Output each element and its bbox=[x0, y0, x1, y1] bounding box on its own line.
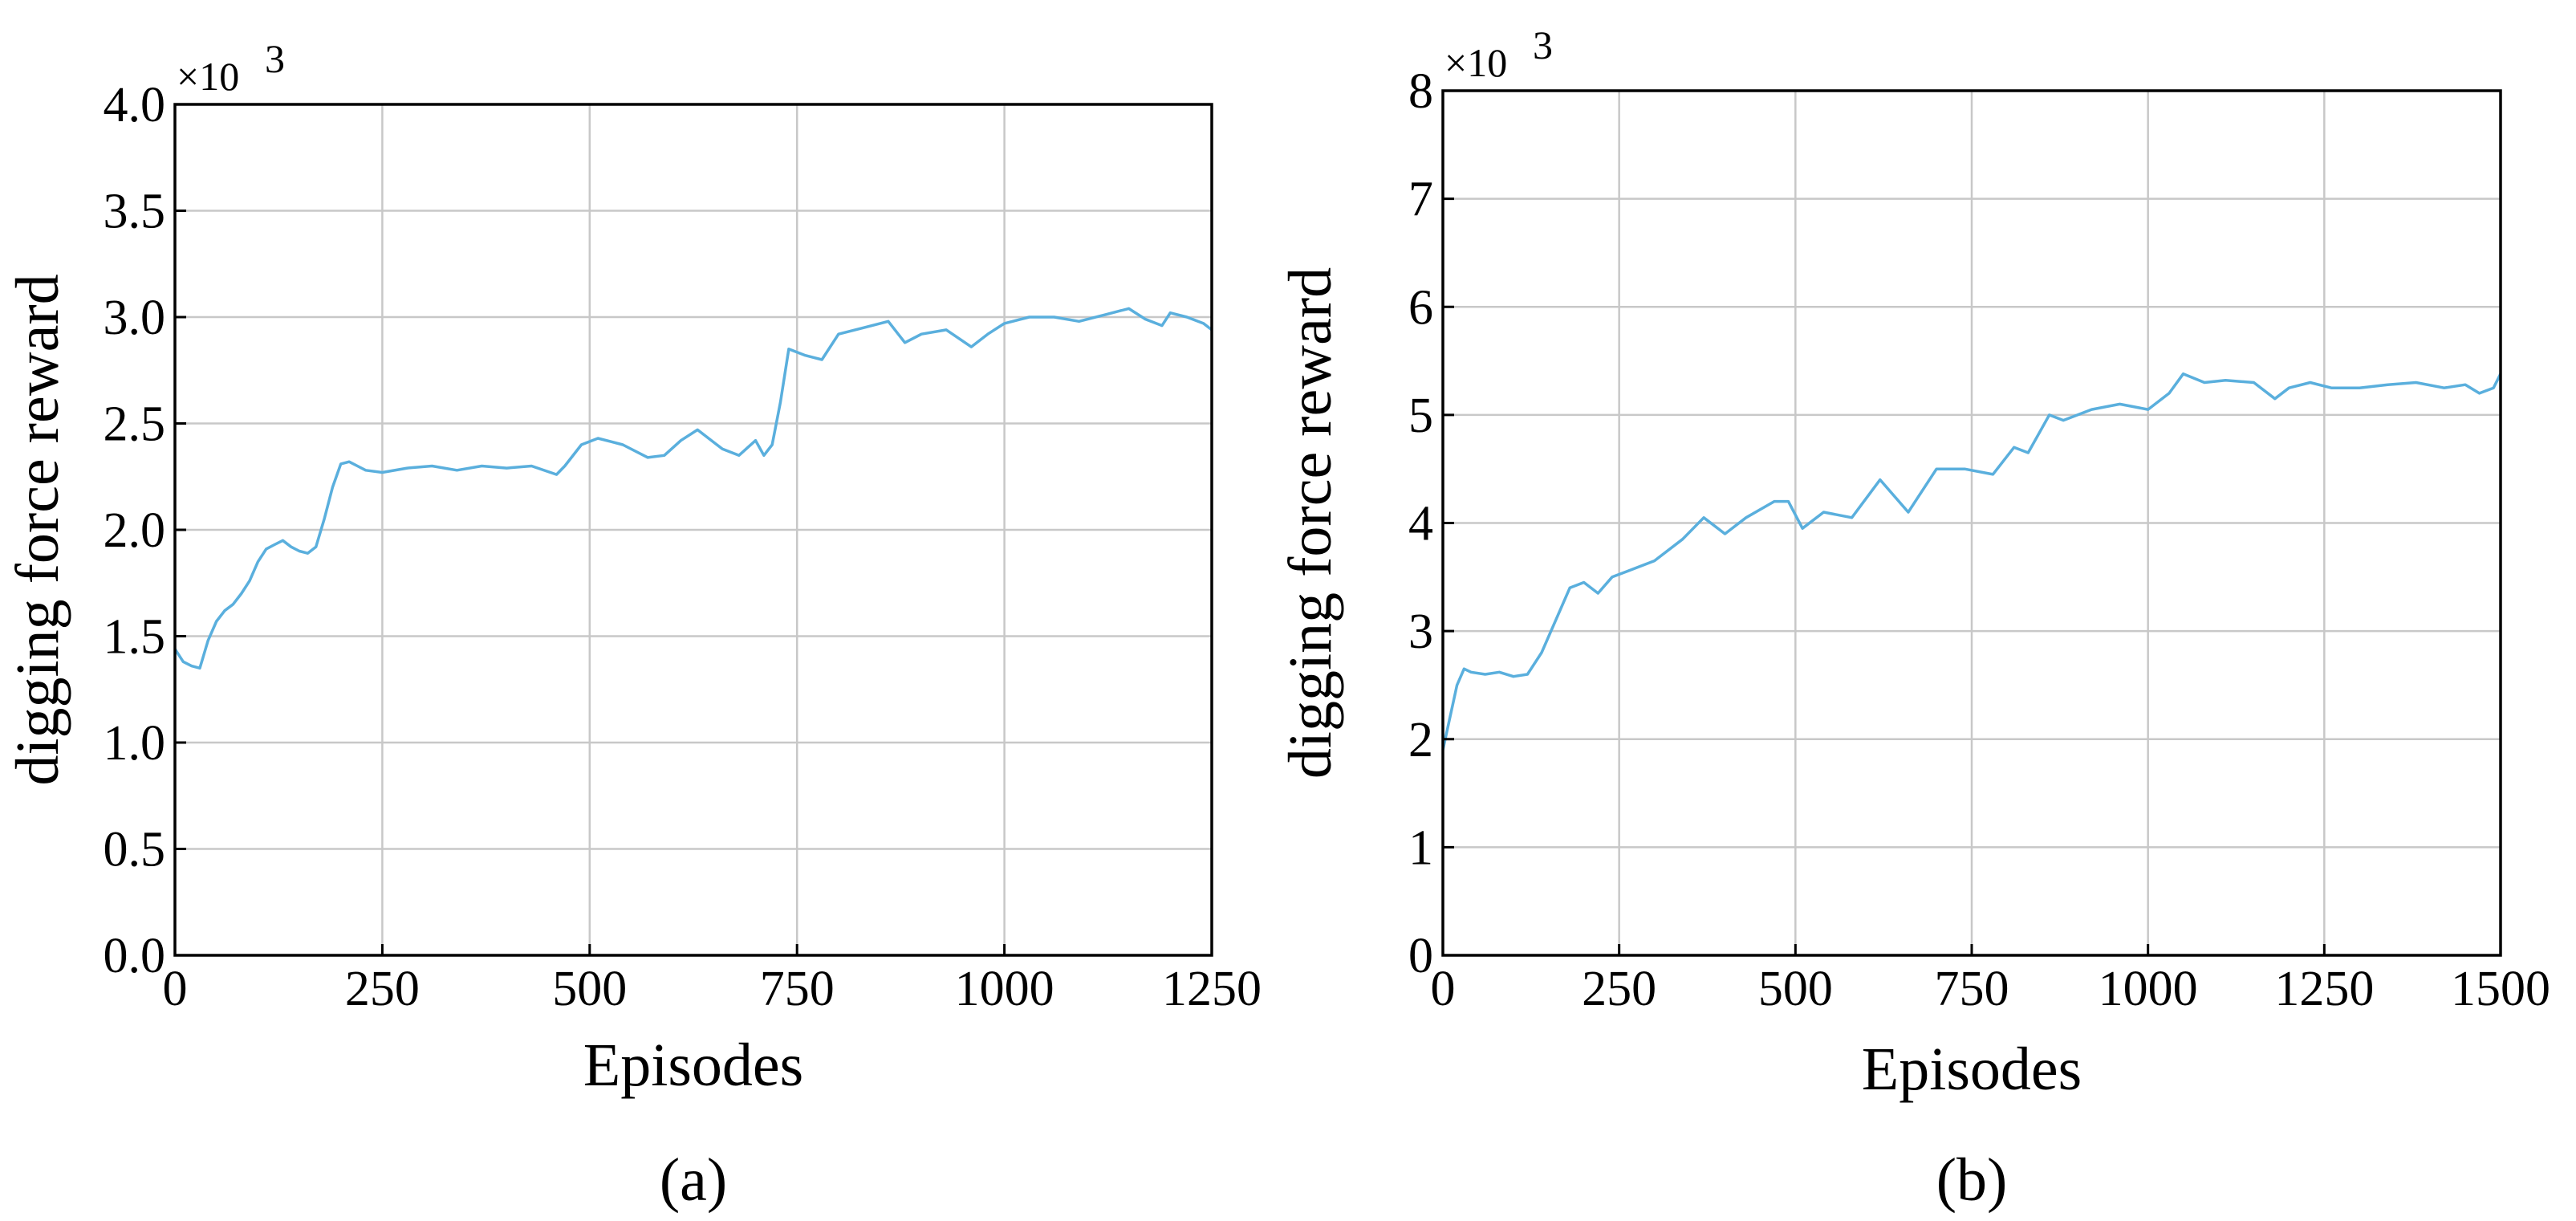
y-tick-label: 3 bbox=[1408, 604, 1433, 659]
y-tick-label: 0.5 bbox=[104, 823, 166, 877]
y-axis-label: digging force reward bbox=[4, 274, 71, 785]
y-tick-label: 4 bbox=[1408, 497, 1433, 551]
y-tick-label: 2.5 bbox=[104, 397, 166, 452]
y-tick-label: 3.5 bbox=[104, 185, 166, 239]
y-multiplier: ×10 bbox=[1444, 40, 1507, 85]
y-tick-label: 1 bbox=[1408, 820, 1433, 875]
y-multiplier: ×10 bbox=[177, 54, 239, 99]
x-tick-label: 0 bbox=[163, 962, 188, 1016]
x-axis-label: Episodes bbox=[583, 1032, 803, 1099]
x-tick-label: 1000 bbox=[2099, 962, 2198, 1016]
y-tick-label: 0.0 bbox=[104, 929, 166, 983]
y-tick-label: 6 bbox=[1408, 280, 1433, 335]
y-tick-label: 8 bbox=[1408, 64, 1433, 119]
y-tick-label: 7 bbox=[1408, 173, 1433, 227]
panel-caption: (b) bbox=[1936, 1146, 2008, 1214]
x-tick-label: 1000 bbox=[955, 962, 1054, 1016]
x-tick-label: 500 bbox=[552, 962, 627, 1016]
y-tick-label: 4.0 bbox=[104, 78, 166, 132]
y-tick-label: 2 bbox=[1408, 713, 1433, 767]
panel-caption: (a) bbox=[660, 1146, 727, 1214]
x-tick-label: 500 bbox=[1758, 962, 1833, 1016]
x-tick-label: 1500 bbox=[2451, 962, 2550, 1016]
x-tick-label: 750 bbox=[760, 962, 835, 1016]
series-line bbox=[173, 307, 1213, 670]
series-line bbox=[1441, 372, 2502, 751]
y-tick-label: 0 bbox=[1408, 929, 1433, 983]
x-tick-label: 1250 bbox=[1162, 962, 1262, 1016]
chart-panel-a: 0 250 500 750 1000 1250 0.0 0.5 1.0 1.5 2.0 2.5 3.0 3… bbox=[4, 36, 1262, 1214]
x-tick-label: 250 bbox=[1582, 962, 1656, 1016]
x-axis-label: Episodes bbox=[1862, 1036, 2082, 1103]
x-tick-label: 1250 bbox=[2274, 962, 2374, 1016]
y-tick-label: 1.0 bbox=[104, 716, 166, 771]
y-tick-label: 3.0 bbox=[104, 291, 166, 345]
y-multiplier-exponent: 3 bbox=[265, 36, 285, 81]
y-tick-label: 1.5 bbox=[104, 610, 166, 665]
x-tick-label: 0 bbox=[1431, 962, 1456, 1016]
y-tick-label: 5 bbox=[1408, 389, 1433, 443]
x-tick-label: 250 bbox=[345, 962, 420, 1016]
y-axis-label: digging force reward bbox=[1277, 267, 1344, 779]
x-tick-label: 750 bbox=[1935, 962, 2009, 1016]
chart-panel-b: 0 250 500 750 1000 1250 1500 0 1 2 3 4 5 6 7 8×10 3 Episo… bbox=[1277, 22, 2550, 1214]
y-multiplier-exponent: 3 bbox=[1533, 22, 1553, 67]
y-tick-label: 2.0 bbox=[104, 503, 166, 558]
